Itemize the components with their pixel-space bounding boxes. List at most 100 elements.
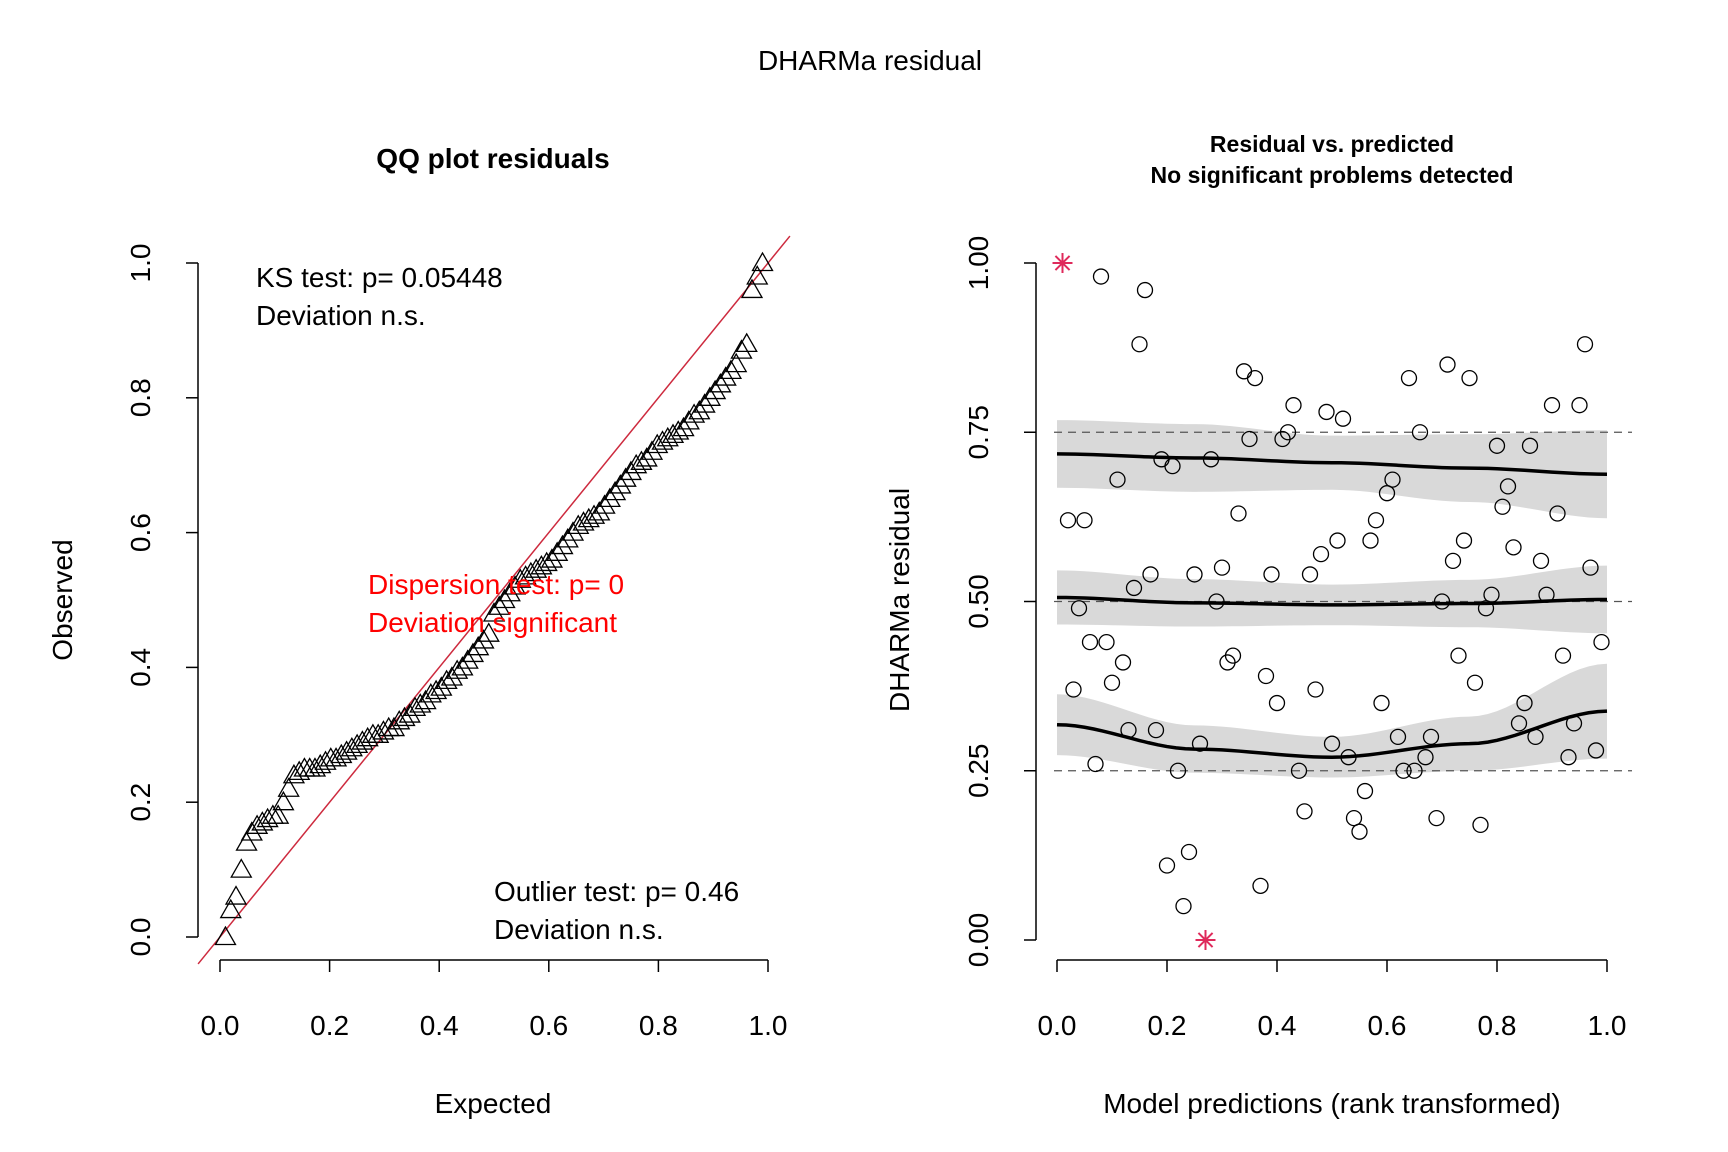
rv-point — [1334, 410, 1352, 427]
rv-y-ticks: 0.00 0.25 0.50 0.75 1.00 — [963, 236, 1036, 967]
outlier-star-stroke — [1197, 932, 1214, 948]
quantile-curve — [1056, 595, 1608, 607]
rv-point — [1136, 281, 1154, 299]
rv-point — [1263, 566, 1280, 583]
qq-point — [598, 487, 621, 508]
ks-test-line-1: KS test: p= 0.05448 — [256, 262, 503, 293]
qq-point — [467, 635, 490, 656]
rv-point — [1186, 566, 1203, 583]
rv-point — [1092, 268, 1110, 285]
rv-x-label: Model predictions (rank transformed) — [1103, 1088, 1561, 1119]
qq-point — [609, 474, 632, 494]
qq-point — [735, 332, 758, 353]
rv-point — [1103, 674, 1121, 691]
qq-x-tick-label: 0.0 — [201, 1010, 240, 1041]
qq-point — [751, 251, 774, 272]
qq-point — [477, 622, 500, 642]
rv-point — [1224, 647, 1242, 664]
qq-point — [535, 551, 558, 572]
qq-point — [672, 416, 695, 437]
dispersion-test-line-2: Deviation significant — [368, 607, 617, 638]
rv-point — [1510, 715, 1528, 732]
qq-point — [514, 565, 537, 585]
rv-point — [1499, 478, 1517, 495]
qq-point — [335, 740, 358, 760]
qq-point — [398, 703, 421, 723]
rv-point — [1565, 715, 1583, 732]
qq-point — [230, 858, 253, 878]
qq-point — [251, 811, 274, 831]
qq-point — [503, 575, 527, 595]
rv-point — [1235, 363, 1253, 380]
qq-point — [282, 763, 306, 784]
rv-point — [1114, 654, 1132, 671]
qq-point — [245, 814, 269, 834]
qq-point — [603, 480, 627, 501]
rv-point — [1395, 762, 1412, 779]
qq-point — [567, 514, 590, 535]
qq-point — [309, 753, 332, 774]
qq-y-tick-label: 0.6 — [125, 513, 156, 552]
qq-point — [330, 743, 353, 764]
outlier-test-line-1: Outlier test: p= 0.46 — [494, 876, 739, 907]
qq-point — [345, 733, 369, 754]
qq-point — [324, 747, 348, 767]
qq-point — [704, 379, 727, 400]
rv-point — [1120, 721, 1137, 739]
qq-point — [540, 548, 564, 568]
rv-point — [1202, 451, 1220, 468]
rv-point — [1560, 749, 1577, 766]
rv-point — [1065, 681, 1082, 698]
quantile-curve — [1056, 709, 1608, 759]
rv-point — [1285, 397, 1302, 414]
quantile-confidence-bands — [1057, 420, 1607, 778]
rv-y-tick-label: 1.00 — [963, 236, 994, 291]
qq-point — [667, 420, 690, 440]
rv-point — [1505, 539, 1522, 556]
rv-point — [1576, 336, 1594, 353]
rv-point — [1345, 809, 1363, 827]
qq-point — [740, 278, 764, 299]
qq-point — [725, 352, 748, 373]
rv-point — [1246, 369, 1264, 387]
qq-point — [556, 528, 579, 548]
rv-point — [1290, 762, 1308, 779]
rv-title-line-1: Residual vs. predicted — [1210, 131, 1454, 157]
rv-point — [1230, 505, 1247, 522]
rv-point — [1059, 512, 1077, 529]
rv-point — [1180, 843, 1198, 861]
rv-point — [1455, 532, 1473, 549]
qq-point — [356, 726, 379, 747]
rv-title-line-2: No significant problems detected — [1151, 162, 1514, 188]
rv-point — [1543, 397, 1561, 414]
rv-point — [1241, 430, 1258, 448]
rv-point — [1549, 505, 1566, 522]
qq-point — [272, 790, 295, 811]
qq-point — [277, 777, 300, 797]
rv-point — [1433, 593, 1451, 610]
rv-point — [1406, 762, 1423, 779]
rv-point — [1312, 545, 1330, 563]
qq-point — [677, 410, 700, 430]
qq-point — [488, 595, 511, 615]
qq-point — [424, 679, 448, 700]
rv-point — [1323, 735, 1341, 752]
rv-point — [1389, 728, 1407, 746]
qq-y-label: Observed — [47, 539, 78, 660]
rv-point — [1362, 532, 1379, 549]
qq-point — [388, 710, 411, 730]
qq-point — [314, 750, 337, 770]
rv-y-tick-label: 0.75 — [963, 405, 994, 460]
qq-point — [498, 581, 521, 602]
qq-point — [214, 925, 237, 946]
qq-point — [719, 359, 743, 379]
quantile-band — [1057, 663, 1607, 778]
qq-y-tick-label: 0.0 — [125, 918, 156, 957]
rv-point — [1219, 654, 1236, 671]
rv-point — [1351, 823, 1368, 840]
qq-point — [714, 366, 737, 386]
quantile-regression-curves — [1056, 452, 1608, 759]
qq-point — [582, 504, 606, 524]
qq-point — [693, 393, 716, 413]
